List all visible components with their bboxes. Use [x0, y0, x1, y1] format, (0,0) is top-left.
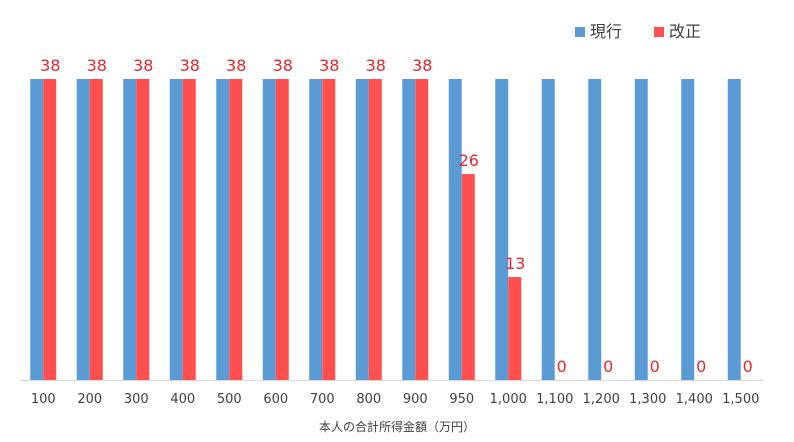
- data-label-500: 38: [226, 56, 246, 75]
- bar-現行-950: [448, 79, 462, 380]
- x-tick-1,500: 1,500: [722, 392, 759, 407]
- x-tick-1,400: 1,400: [676, 392, 713, 407]
- data-label-1,400: 0: [696, 357, 706, 376]
- bar-現行-400: [169, 79, 183, 380]
- data-label-900: 38: [412, 56, 432, 75]
- bar-現行-900: [402, 79, 416, 380]
- legend-swatch-改正: [654, 27, 664, 37]
- bar-現行-1,300: [634, 79, 648, 380]
- bar-改正-950: [461, 174, 475, 380]
- x-tick-950: 950: [449, 392, 474, 407]
- data-label-1,100: 0: [557, 357, 567, 376]
- x-tick-500: 500: [217, 392, 242, 407]
- bar-現行-300: [123, 79, 137, 380]
- x-tick-100: 100: [31, 392, 56, 407]
- bar-現行-600: [262, 79, 276, 380]
- data-label-1,000: 13: [505, 254, 525, 273]
- x-tick-1,000: 1,000: [490, 392, 527, 407]
- bar-改正-400: [182, 79, 196, 380]
- x-tick-1,300: 1,300: [629, 392, 666, 407]
- bar-改正-100: [43, 79, 57, 380]
- bar-現行-1,200: [588, 79, 602, 380]
- data-label-600: 38: [273, 56, 293, 75]
- bar-改正-1,000: [508, 277, 522, 380]
- x-tick-600: 600: [263, 392, 288, 407]
- bar-改正-800: [368, 79, 382, 380]
- bar-改正-200: [89, 79, 103, 380]
- bar-改正-300: [136, 79, 150, 380]
- data-label-800: 38: [366, 56, 386, 75]
- bar-現行-1,500: [727, 79, 741, 380]
- data-label-950: 26: [459, 151, 479, 170]
- bar-改正-600: [275, 79, 289, 380]
- data-label-300: 38: [133, 56, 153, 75]
- x-tick-400: 400: [170, 392, 195, 407]
- legend: 現行 改正: [575, 22, 701, 41]
- data-label-200: 38: [87, 56, 107, 75]
- legend-label-改正: 改正: [669, 22, 701, 41]
- bar-現行-1,100: [541, 79, 555, 380]
- x-tick-1,100: 1,100: [536, 392, 573, 407]
- data-label-700: 38: [319, 56, 339, 75]
- bar-現行-200: [76, 79, 90, 380]
- data-label-1,500: 0: [743, 357, 753, 376]
- bar-現行-100: [30, 79, 44, 380]
- bar-現行-800: [355, 79, 369, 380]
- x-tick-800: 800: [356, 392, 381, 407]
- x-tick-labels: 100 200 300 400 500 600 700 800 900 950 1,000 1,100…: [31, 392, 760, 407]
- bar-改正-900: [415, 79, 429, 380]
- x-tick-200: 200: [77, 392, 102, 407]
- x-axis-title: 本人の合計所得金額（万円）: [319, 419, 475, 434]
- bar-現行-500: [216, 79, 230, 380]
- data-labels: 38 38 38 38 38 38 38 38 38 26 13 0 0 0 0 0: [40, 56, 753, 376]
- x-tick-700: 700: [310, 392, 335, 407]
- data-label-1,300: 0: [650, 357, 660, 376]
- x-tick-300: 300: [124, 392, 149, 407]
- data-label-100: 38: [40, 56, 60, 75]
- x-tick-900: 900: [403, 392, 428, 407]
- legend-swatch-現行: [575, 27, 585, 37]
- legend-label-現行: 現行: [590, 22, 622, 41]
- bars: [30, 79, 741, 380]
- bar-現行-700: [309, 79, 323, 380]
- bar-現行-1,400: [681, 79, 695, 380]
- data-label-400: 38: [180, 56, 200, 75]
- x-tick-1,200: 1,200: [583, 392, 620, 407]
- bar-現行-1,000: [495, 79, 509, 380]
- bar-改正-700: [322, 79, 336, 380]
- bar-改正-500: [229, 79, 243, 380]
- data-label-1,200: 0: [603, 357, 613, 376]
